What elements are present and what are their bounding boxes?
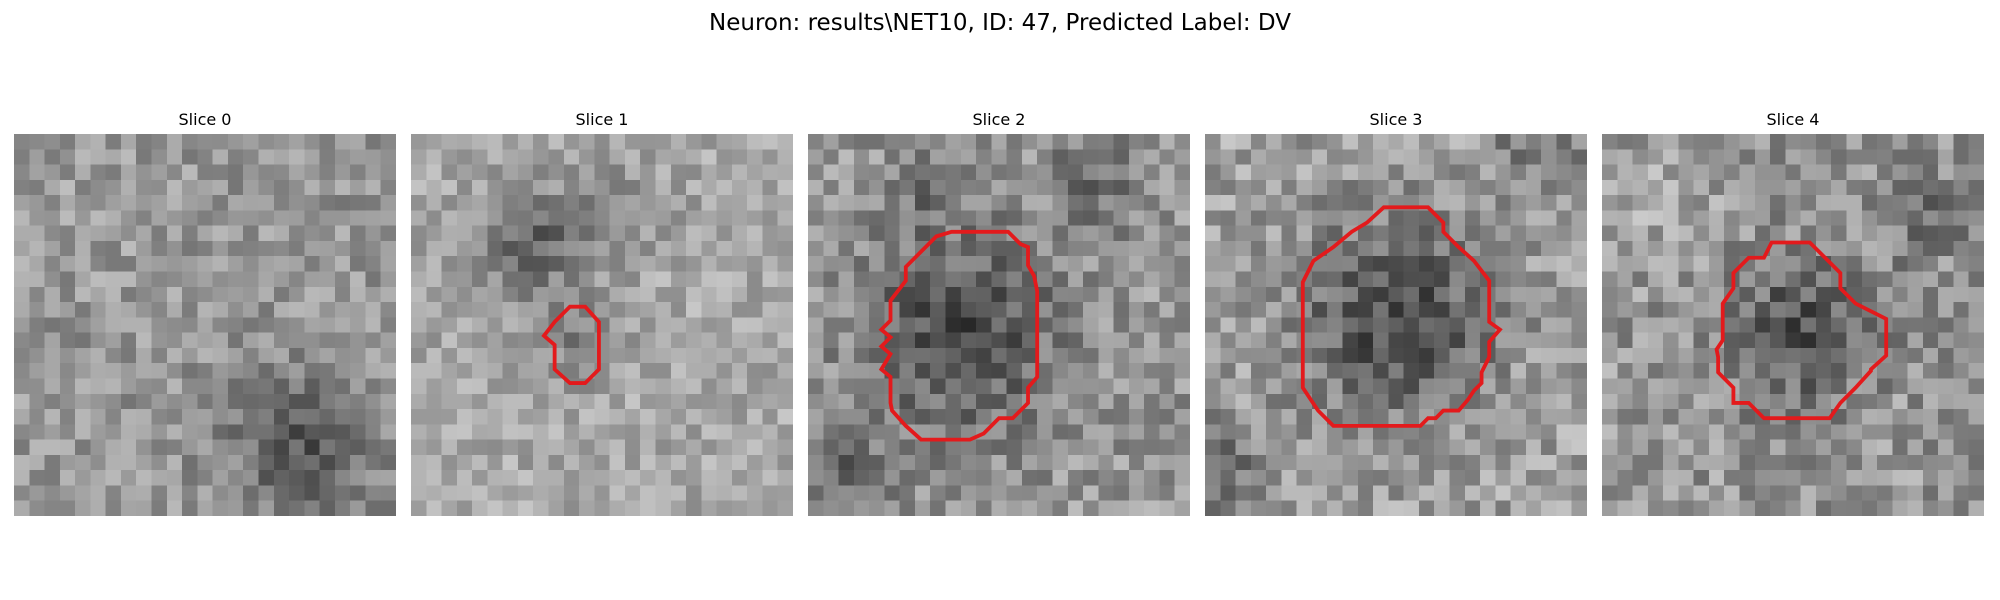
slice-title: Slice 3 [1369, 110, 1423, 129]
slice-title: Slice 2 [972, 110, 1026, 129]
slice-title: Slice 0 [178, 110, 232, 129]
slice-panel-0: Slice 0 [14, 108, 396, 520]
slice-image [1205, 134, 1587, 516]
pixel-grid [808, 134, 1190, 516]
slice-image [14, 134, 396, 516]
slice-panel-4: Slice 4 [1602, 108, 1984, 520]
segmentation-contour [1714, 240, 1889, 421]
slice-panel-2: Slice 2 [808, 108, 1190, 520]
slice-title: Slice 4 [1766, 110, 1820, 129]
slice-image [411, 134, 793, 516]
pixel-grid [14, 134, 396, 516]
segmentation-contour [878, 229, 1040, 442]
figure-title: Neuron: results\NET10, ID: 47, Predicted… [709, 10, 1291, 36]
segmentation-contour [1300, 205, 1503, 428]
slice-image [808, 134, 1190, 516]
slice-image [1602, 134, 1984, 516]
pixel-grid [411, 134, 793, 516]
slice-panel-1: Slice 1 [411, 108, 793, 520]
pixel-grid [1205, 134, 1587, 516]
slice-panel-3: Slice 3 [1205, 108, 1587, 520]
slice-title: Slice 1 [575, 110, 629, 129]
segmentation-contour [541, 304, 601, 385]
pixel-grid [1602, 134, 1984, 516]
